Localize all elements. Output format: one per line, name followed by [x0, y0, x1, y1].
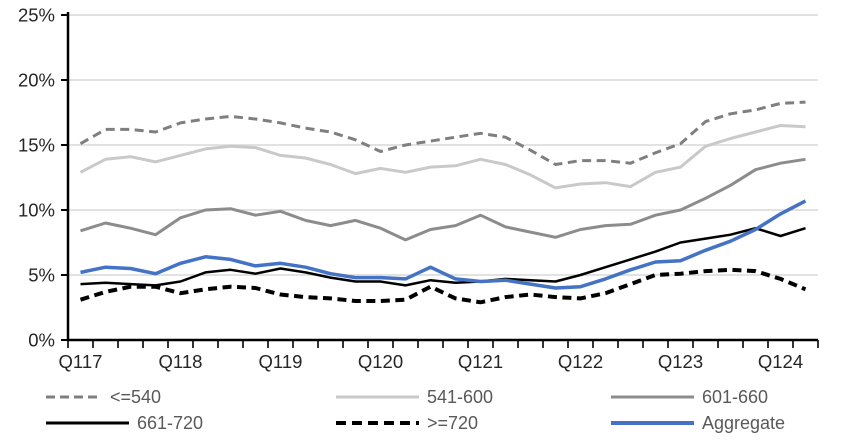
legend-label-541-600: 541-600: [427, 386, 494, 407]
x-axis-label-Q121: Q121: [458, 351, 503, 372]
x-axis-label-Q118: Q118: [159, 351, 203, 372]
y-axis-label-25%: 25%: [18, 5, 55, 26]
legend-label-601-660: 601-660: [702, 386, 769, 407]
legend-label-661-720: 661-720: [137, 412, 204, 433]
legend-row-2: 661-720 >=720 Aggregate: [0, 410, 852, 436]
legend-swatch-661-720-black-line-icon: [46, 421, 129, 425]
x-axis-label-Q120: Q120: [358, 351, 403, 372]
legend-item-661-720: 661-720: [45, 410, 203, 436]
line-chart: 0% 5% 10% 15% 20% 25% Q117 Q118 Q119 Q120 Q121 Q122…: [18, 5, 819, 372]
x-axis-label-Q119: Q119: [259, 351, 303, 372]
legend-item-541-600: 541-600: [335, 384, 493, 410]
legend-label-le540: <=540: [110, 386, 162, 407]
legend-label-aggregate: Aggregate: [702, 412, 786, 433]
x-axis-label-Q123: Q123: [658, 351, 703, 372]
y-axis-label-5%: 5%: [28, 265, 55, 286]
legend-swatch-le540-dashed-gray-line-icon: [46, 395, 102, 399]
x-axis-label-Q122: Q122: [558, 351, 603, 372]
legend: <=540 541-600 601-660 661-720: [0, 376, 852, 442]
legend-item-aggregate: Aggregate: [610, 410, 785, 436]
y-axis-label-15%: 15%: [18, 135, 55, 156]
legend-swatch-aggregate-blue-line-icon: [611, 421, 694, 425]
x-axis-label-Q117: Q117: [59, 351, 103, 372]
series-line-540: [79, 100, 806, 166]
series-line-720: [79, 267, 807, 305]
x-axis-label-Q124: Q124: [758, 351, 803, 372]
legend-item-601-660: 601-660: [610, 384, 768, 410]
y-axis-label-20%: 20%: [18, 70, 55, 91]
series-line-541-600: [79, 124, 806, 190]
y-axis-label-10%: 10%: [18, 200, 55, 221]
series-line-aggregate: [80, 199, 807, 290]
y-axis-label-0%: 0%: [28, 330, 55, 351]
series-line-601-660: [80, 157, 806, 242]
legend-item-ge720: >=720: [335, 410, 478, 436]
legend-label-ge720: >=720: [427, 412, 479, 433]
legend-swatch-ge720-black-dashed-line-icon: [336, 421, 419, 425]
legend-item-le540: <=540: [45, 384, 161, 410]
legend-row-1: <=540 541-600 601-660: [0, 384, 852, 410]
legend-swatch-541-600-light-gray-line-icon: [336, 395, 419, 399]
legend-swatch-601-660-gray-line-icon: [611, 395, 694, 399]
series-line-661-720: [80, 226, 806, 287]
